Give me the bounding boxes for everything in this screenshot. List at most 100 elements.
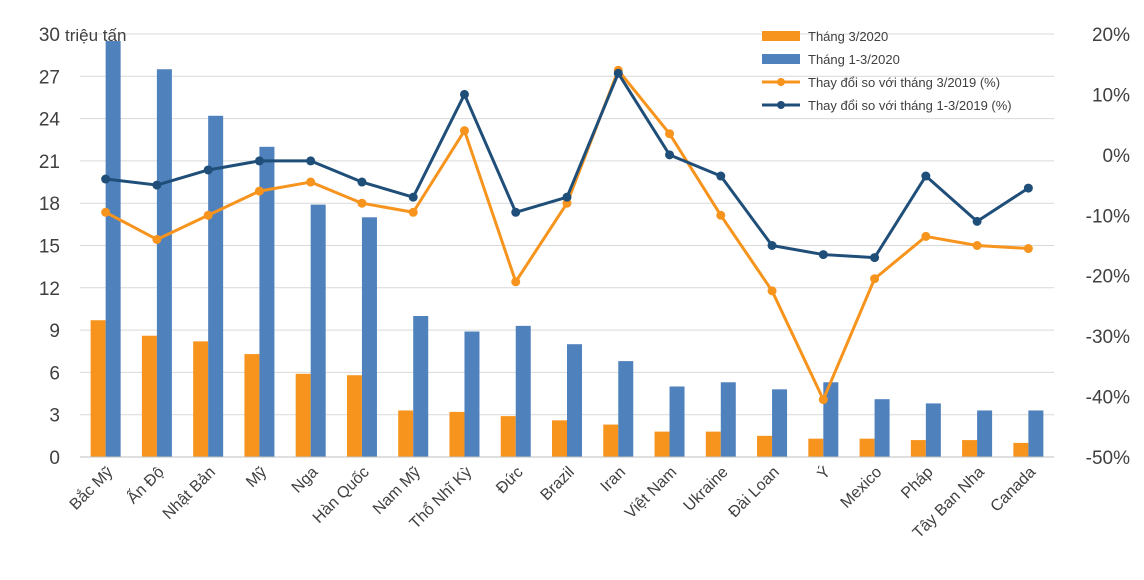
- bar-thang-1-3-2020: [772, 389, 788, 457]
- point-change-vs-q1-2019: [665, 150, 675, 160]
- bar-thang-3-2020: [295, 373, 311, 457]
- bar-thang-3-2020: [910, 440, 926, 457]
- y-left-tick-label: 24: [39, 110, 61, 131]
- legend-label: Thay đổi so với tháng 1-3/2019 (%): [808, 98, 1012, 113]
- point-change-vs-mar-2019: [203, 210, 213, 220]
- y-right-tick-label: 0%: [1103, 146, 1131, 167]
- bar-thang-3-2020: [552, 420, 567, 457]
- y-right-tick-label: -20%: [1086, 267, 1130, 288]
- x-tick-label: Iran: [598, 464, 630, 496]
- point-change-vs-q1-2019: [152, 180, 162, 190]
- y-left-unit-label: triệu tấn: [65, 26, 126, 45]
- bar-thang-1-3-2020: [361, 217, 377, 457]
- legend-swatch-marker: [777, 101, 785, 109]
- point-change-vs-mar-2019: [870, 274, 880, 284]
- point-change-vs-mar-2019: [818, 395, 828, 405]
- bar-thang-1-3-2020: [259, 146, 275, 458]
- legend-label: Thay đổi so với tháng 3/2019 (%): [808, 75, 1000, 90]
- x-tick-label: Đức: [493, 464, 526, 497]
- bar-thang-3-2020: [654, 431, 670, 457]
- point-change-vs-mar-2019: [357, 198, 367, 208]
- bar-thang-3-2020: [90, 320, 106, 457]
- bar-thang-3-2020: [603, 424, 619, 457]
- point-change-vs-mar-2019: [459, 126, 469, 136]
- legend-swatch-marker: [777, 78, 785, 86]
- x-tick-label: Ý: [813, 462, 834, 483]
- x-tick-label: Ấn Độ: [123, 462, 168, 507]
- x-tick-label: Mỹ: [243, 464, 270, 491]
- point-change-vs-q1-2019: [254, 156, 264, 166]
- bar-thang-3-2020: [808, 438, 824, 457]
- bar-thang-1-3-2020: [1028, 410, 1044, 457]
- bar-thang-3-2020: [962, 440, 978, 457]
- point-change-vs-mar-2019: [101, 207, 111, 217]
- point-change-vs-mar-2019: [511, 277, 521, 287]
- x-tick-label: Đài Loan: [726, 464, 783, 521]
- bar-thang-3-2020: [705, 431, 721, 457]
- x-tick-label: Nga: [289, 464, 322, 497]
- point-change-vs-mar-2019: [254, 186, 264, 196]
- bar-thang-1-3-2020: [156, 69, 172, 457]
- point-change-vs-q1-2019: [511, 207, 521, 217]
- point-change-vs-q1-2019: [716, 171, 726, 181]
- legend-label: Tháng 3/2020: [808, 29, 888, 44]
- bar-thang-1-3-2020: [567, 344, 582, 457]
- y-right-tick-label: -10%: [1086, 206, 1130, 227]
- y-left-tick-label: 18: [39, 194, 60, 215]
- point-change-vs-mar-2019: [152, 234, 162, 244]
- bar-thang-3-2020: [859, 438, 875, 457]
- x-tick-label: Nhật Bản: [160, 464, 219, 523]
- bar-thang-1-3-2020: [669, 386, 685, 457]
- x-tick-label: Canada: [988, 464, 1040, 516]
- bar-thang-1-3-2020: [310, 204, 326, 457]
- point-change-vs-q1-2019: [613, 68, 623, 78]
- bar-thang-1-3-2020: [105, 41, 121, 458]
- point-change-vs-q1-2019: [1023, 183, 1033, 193]
- legend-swatch: [762, 31, 800, 41]
- point-change-vs-mar-2019: [716, 210, 726, 220]
- x-tick-label: Hàn Quốc: [310, 464, 373, 527]
- y-left-tick-label: 21: [39, 152, 60, 173]
- y-left-tick-label: 0: [49, 448, 60, 469]
- y-right-tick-label: -40%: [1086, 388, 1130, 409]
- bar-thang-3-2020: [1013, 442, 1029, 457]
- y-right-tick-label: -30%: [1086, 327, 1130, 348]
- point-change-vs-mar-2019: [972, 241, 982, 250]
- point-change-vs-q1-2019: [972, 216, 982, 226]
- bar-series: [90, 41, 1044, 458]
- bar-thang-3-2020: [141, 335, 157, 457]
- bar-thang-1-3-2020: [874, 399, 890, 457]
- bar-thang-3-2020: [398, 410, 414, 457]
- bar-thang-3-2020: [449, 411, 465, 457]
- point-change-vs-mar-2019: [921, 231, 931, 241]
- x-tick-label: Brazil: [538, 464, 578, 504]
- point-change-vs-mar-2019: [665, 129, 675, 139]
- bar-thang-1-3-2020: [720, 382, 736, 457]
- y-left-tick-label: 3: [49, 406, 60, 427]
- point-change-vs-q1-2019: [870, 253, 880, 263]
- point-change-vs-q1-2019: [101, 174, 111, 184]
- bar-thang-1-3-2020: [925, 403, 941, 457]
- y-left-tick-label: 15: [39, 237, 60, 258]
- bar-thang-1-3-2020: [413, 316, 429, 457]
- point-change-vs-q1-2019: [306, 156, 316, 166]
- bar-thang-1-3-2020: [977, 410, 993, 457]
- x-tick-label: Bắc Mỹ: [65, 462, 116, 513]
- bar-thang-3-2020: [757, 435, 773, 457]
- point-change-vs-q1-2019: [408, 192, 418, 202]
- bar-thang-1-3-2020: [618, 361, 634, 457]
- bar-thang-3-2020: [244, 354, 260, 457]
- y-right-tick-label: 10%: [1092, 85, 1130, 106]
- legend-label: Tháng 1-3/2020: [808, 52, 900, 67]
- point-change-vs-q1-2019: [818, 250, 828, 260]
- point-change-vs-q1-2019: [357, 177, 367, 187]
- x-tick-label: Ukraine: [681, 464, 732, 515]
- bar-thang-3-2020: [193, 341, 209, 457]
- x-tick-label: Việt Nam: [622, 464, 680, 522]
- bar-thang-3-2020: [500, 416, 516, 457]
- legend: Tháng 3/2020 Tháng 1-3/2020 Thay đổi so vớ…: [762, 29, 1012, 113]
- point-change-vs-q1-2019: [203, 165, 213, 175]
- point-change-vs-mar-2019: [306, 177, 316, 187]
